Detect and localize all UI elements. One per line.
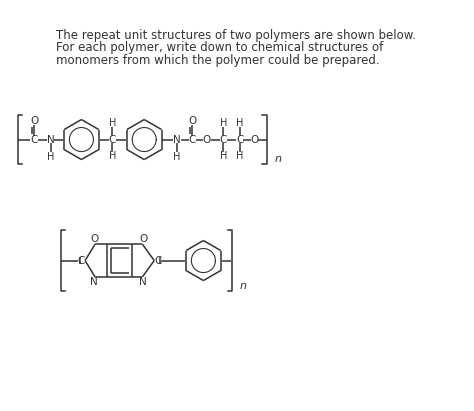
Text: O: O	[188, 116, 197, 126]
Text: H: H	[109, 118, 116, 128]
Text: H: H	[236, 151, 244, 161]
Text: N: N	[173, 134, 181, 145]
Text: n: n	[274, 154, 281, 164]
Text: H: H	[219, 151, 227, 161]
Text: H: H	[236, 118, 244, 128]
Text: O: O	[90, 234, 98, 244]
Text: C: C	[30, 134, 38, 145]
Text: C: C	[154, 256, 162, 266]
Text: C: C	[236, 134, 244, 145]
Text: C: C	[78, 256, 85, 266]
Text: H: H	[219, 118, 227, 128]
Text: C: C	[189, 134, 196, 145]
Text: O: O	[139, 234, 147, 244]
Text: n: n	[240, 281, 247, 291]
Text: The repeat unit structures of two polymers are shown below.: The repeat unit structures of two polyme…	[56, 29, 416, 42]
Text: N: N	[91, 277, 98, 287]
Text: For each polymer, write down to chemical structures of: For each polymer, write down to chemical…	[56, 41, 383, 54]
Text: N: N	[139, 277, 147, 287]
Text: H: H	[47, 152, 54, 162]
Text: H: H	[173, 152, 181, 162]
Text: O: O	[30, 116, 38, 126]
Text: H: H	[109, 151, 116, 161]
Text: C: C	[109, 134, 116, 145]
Text: O: O	[250, 134, 258, 145]
Text: O: O	[203, 134, 211, 145]
Text: monomers from which the polymer could be prepared.: monomers from which the polymer could be…	[56, 54, 380, 67]
Text: N: N	[46, 134, 55, 145]
Text: C: C	[219, 134, 227, 145]
